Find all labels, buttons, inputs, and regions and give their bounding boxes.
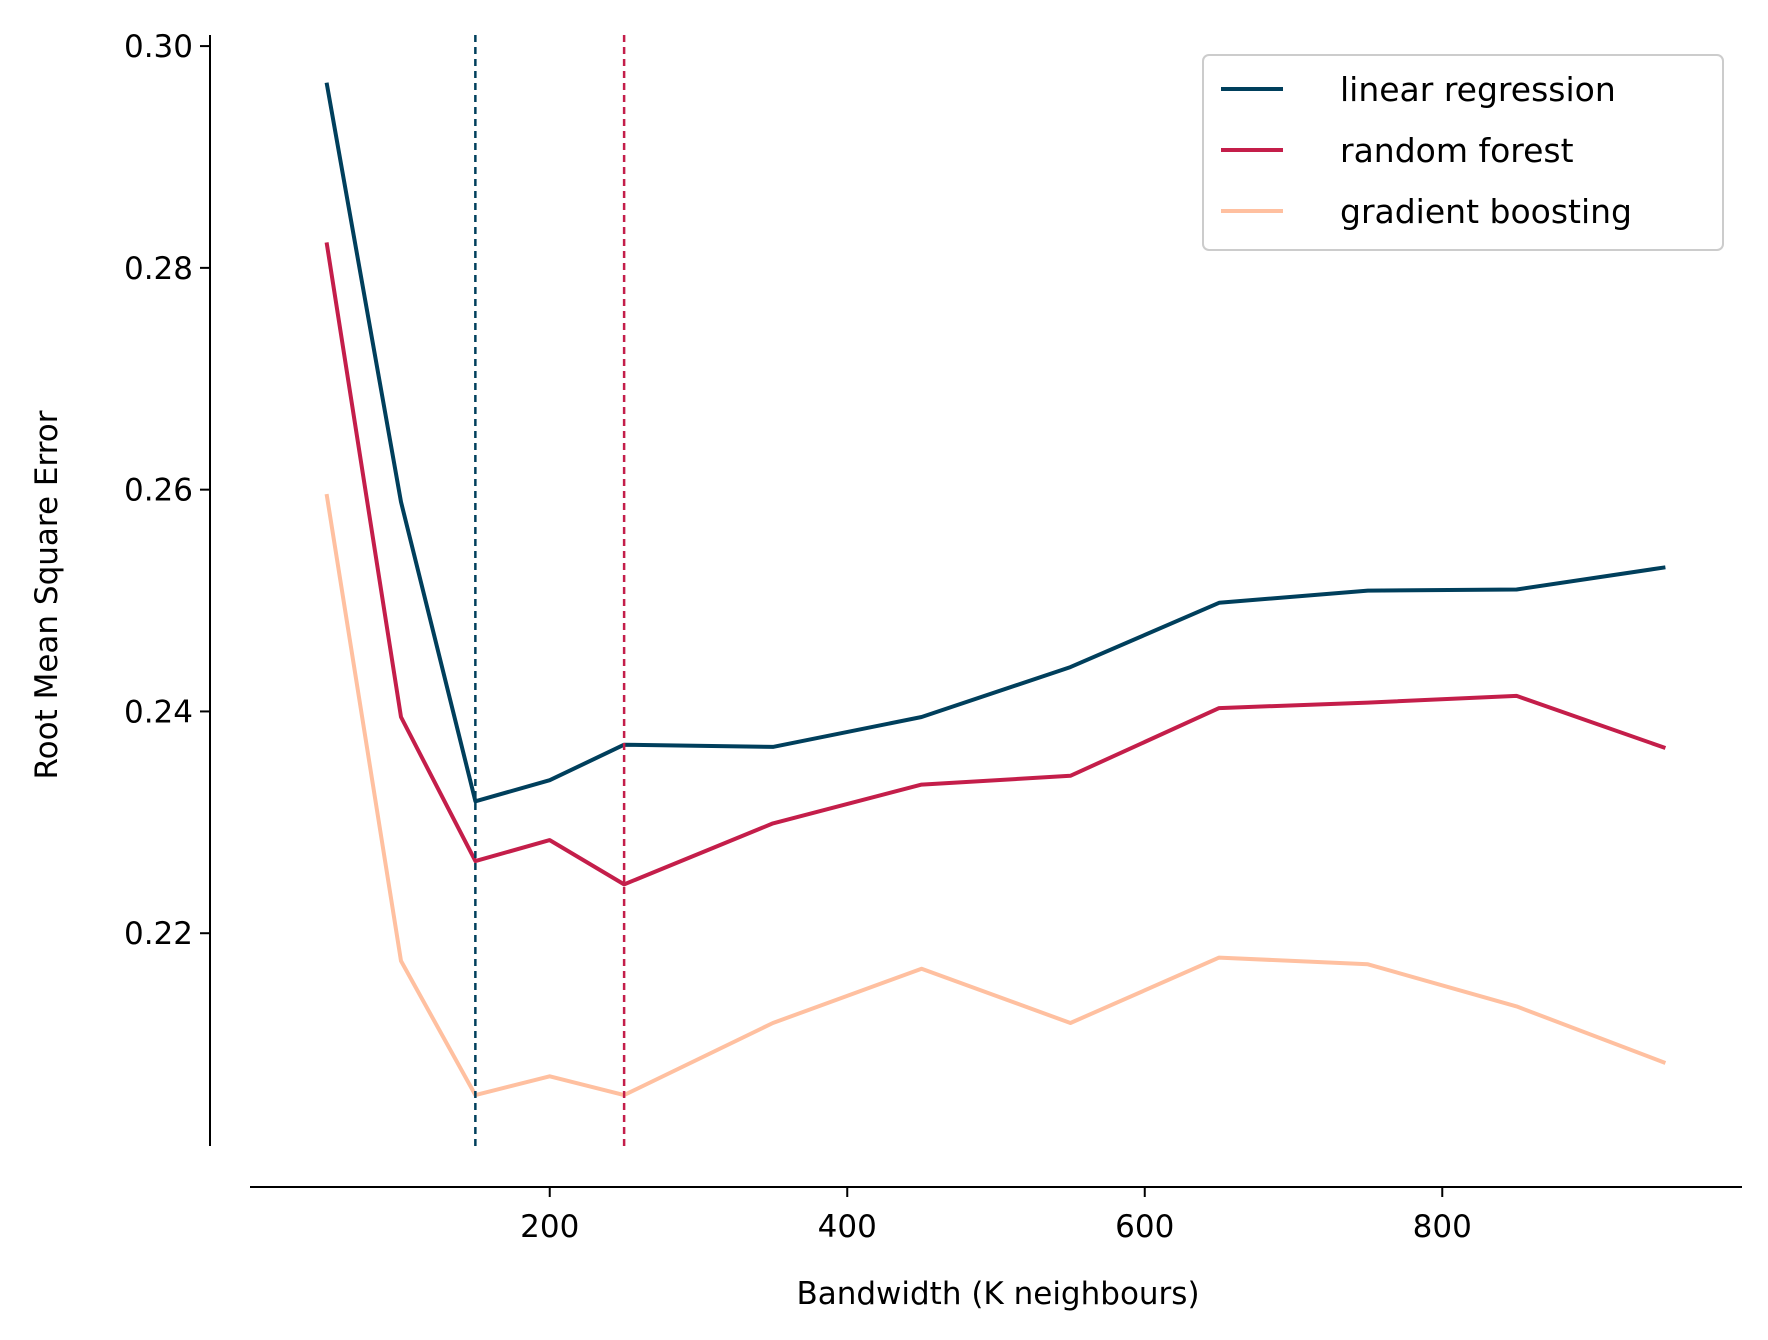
series-line-linear-regression bbox=[324, 82, 1666, 804]
x-axis-title: Bandwidth (K neighbours) bbox=[796, 1276, 1199, 1312]
legend: linear regression random forest gradient b… bbox=[1202, 54, 1724, 251]
y-tick-label: 0.24 bbox=[124, 694, 193, 730]
plot-area bbox=[324, 35, 1667, 1146]
x-tick-label: 200 bbox=[520, 1209, 579, 1245]
y-tick-label: 0.26 bbox=[124, 473, 193, 509]
series-line-random-forest bbox=[324, 242, 1667, 887]
legend-label: linear regression bbox=[1340, 70, 1616, 109]
legend-label: gradient boosting bbox=[1340, 192, 1632, 231]
series-line-gradient-boosting bbox=[324, 493, 1667, 1098]
y-tick-label: 0.30 bbox=[124, 29, 193, 65]
x-tick-label: 400 bbox=[818, 1209, 877, 1245]
legend-label: random forest bbox=[1340, 131, 1574, 170]
y-axis-title: Root Mean Square Error bbox=[29, 410, 65, 779]
y-tick-label: 0.22 bbox=[124, 916, 193, 952]
legend-box bbox=[1202, 54, 1724, 251]
y-axis: 0.22 0.24 0.26 0.28 0.30 bbox=[124, 29, 211, 1146]
x-tick-label: 600 bbox=[1115, 1209, 1174, 1245]
x-axis: 200 400 600 800 bbox=[250, 1186, 1742, 1245]
y-tick-label: 0.28 bbox=[124, 251, 193, 287]
x-tick-label: 800 bbox=[1413, 1209, 1472, 1245]
